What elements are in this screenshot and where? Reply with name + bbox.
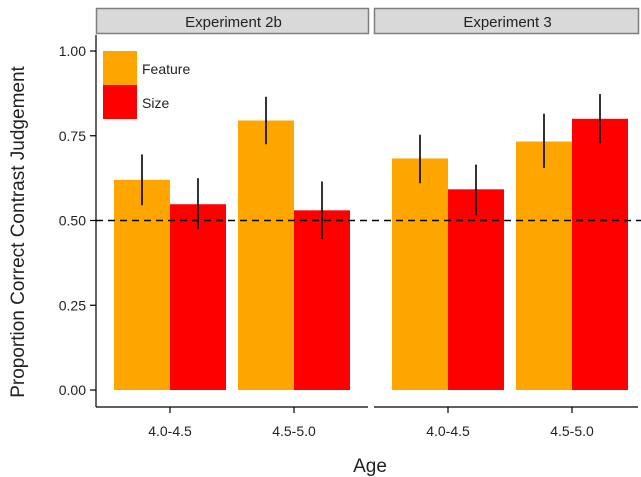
bar [448, 189, 504, 390]
error-bars [141, 94, 601, 240]
bar [392, 158, 448, 390]
legend: Feature Size [103, 51, 190, 119]
y-tick-label: 0.50 [59, 213, 86, 229]
y-tick-label: 0.00 [59, 382, 86, 398]
x-axis-label: Age [353, 456, 387, 477]
x-tick-label: 4.5-5.0 [550, 423, 594, 439]
bar [516, 141, 572, 390]
bar [238, 120, 294, 391]
x-tick-label: 4.0-4.5 [426, 423, 470, 439]
y-axis: 0.00 0.25 0.50 0.75 1.00 [59, 35, 97, 407]
y-axis-label: Proportion Correct Contrast Judgement [8, 65, 29, 397]
bar [170, 204, 226, 390]
legend-label: Size [142, 95, 169, 111]
legend-swatch [103, 51, 137, 85]
bar [572, 118, 628, 391]
x-axis: 4.0-4.5 4.5-5.0 4.0-4.5 4.5-5.0 [96, 406, 638, 439]
bars [114, 118, 628, 391]
y-tick-label: 1.00 [59, 43, 86, 59]
facet-strips: Experiment 2b Experiment 3 [95, 7, 640, 35]
facet-strip [373, 7, 640, 35]
x-tick-label: 4.0-4.5 [148, 423, 192, 439]
facet-strip [95, 7, 370, 35]
y-tick-label: 0.25 [59, 297, 86, 313]
bar [114, 179, 170, 390]
legend-label: Feature [142, 61, 190, 77]
facet-title: Experiment 3 [463, 14, 551, 31]
x-tick-label: 4.5-5.0 [272, 423, 316, 439]
y-tick-label: 0.75 [59, 128, 86, 144]
legend-swatch [103, 85, 137, 119]
facet-title: Experiment 2b [185, 14, 282, 31]
bar [294, 210, 350, 390]
